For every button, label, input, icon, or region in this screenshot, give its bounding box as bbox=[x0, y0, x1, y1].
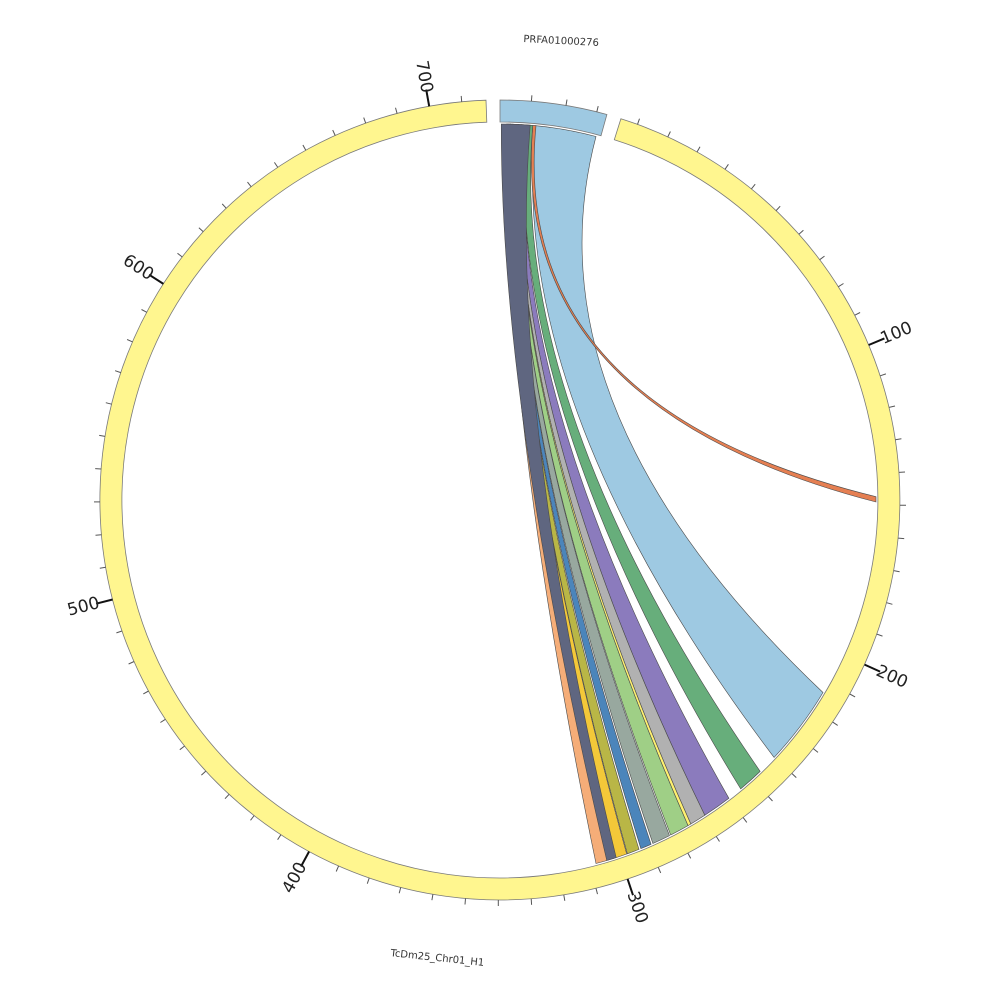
minor-tick bbox=[854, 312, 861, 316]
minor-tick bbox=[302, 144, 307, 151]
minor-tick bbox=[819, 255, 825, 261]
minor-tick bbox=[530, 95, 533, 102]
minor-tick bbox=[277, 834, 282, 840]
major-tick bbox=[868, 337, 885, 346]
minor-tick bbox=[563, 894, 566, 901]
minor-tick bbox=[247, 181, 252, 188]
minor-tick bbox=[657, 867, 662, 874]
minor-tick bbox=[832, 721, 838, 726]
major-tick bbox=[425, 89, 431, 107]
minor-tick bbox=[99, 566, 106, 569]
minor-tick bbox=[880, 373, 887, 377]
sequence-arc-tcdm bbox=[99, 99, 901, 901]
tick-label: 600 bbox=[119, 251, 157, 285]
minor-tick bbox=[198, 227, 204, 233]
minor-tick bbox=[460, 95, 463, 102]
minor-tick bbox=[366, 877, 370, 884]
minor-tick bbox=[114, 370, 121, 374]
minor-tick bbox=[895, 438, 902, 441]
minor-tick bbox=[893, 570, 900, 573]
link-ribbon bbox=[523, 124, 761, 790]
minor-tick bbox=[696, 146, 701, 153]
minor-tick bbox=[332, 129, 336, 136]
minor-tick bbox=[791, 773, 797, 778]
minor-tick bbox=[179, 745, 185, 751]
tick-label: 700 bbox=[411, 59, 436, 94]
minor-tick bbox=[273, 162, 279, 168]
tick-label: 500 bbox=[65, 593, 101, 620]
minor-tick bbox=[224, 793, 230, 800]
minor-tick bbox=[177, 252, 183, 258]
minor-tick bbox=[888, 405, 896, 408]
minor-tick bbox=[667, 131, 671, 138]
minor-tick bbox=[768, 796, 773, 802]
minor-tick bbox=[221, 203, 227, 209]
major-tick bbox=[95, 598, 113, 605]
tick-label: 100 bbox=[878, 318, 916, 349]
minor-tick bbox=[99, 434, 106, 437]
minor-tick bbox=[886, 602, 893, 605]
major-tick bbox=[148, 273, 164, 285]
link-ribbon bbox=[532, 125, 824, 758]
link-ribbon bbox=[500, 123, 617, 861]
minor-tick bbox=[431, 894, 434, 901]
minor-tick bbox=[250, 815, 255, 821]
minor-tick bbox=[849, 693, 856, 698]
minor-tick bbox=[464, 898, 466, 905]
minor-tick bbox=[876, 633, 883, 637]
minor-tick bbox=[595, 888, 598, 895]
minor-tick bbox=[95, 534, 102, 536]
minor-tick bbox=[812, 748, 819, 753]
minor-tick bbox=[596, 105, 599, 113]
major-tick bbox=[300, 851, 310, 867]
minor-tick bbox=[105, 402, 112, 405]
minor-tick bbox=[335, 865, 340, 872]
minor-tick bbox=[126, 339, 133, 343]
minor-tick bbox=[838, 283, 844, 288]
minor-tick bbox=[742, 817, 748, 823]
minor-tick bbox=[363, 117, 367, 124]
major-tick bbox=[864, 663, 881, 673]
minor-tick bbox=[898, 537, 905, 540]
minor-tick bbox=[637, 118, 640, 125]
sequence-label-prfa: PRFA01000276 bbox=[523, 34, 599, 49]
minor-tick bbox=[116, 630, 123, 634]
links-layer bbox=[500, 123, 877, 864]
major-tick bbox=[626, 878, 634, 896]
ticks-layer: 100 200 300 400 500 600 700 bbox=[65, 59, 915, 926]
minor-tick bbox=[775, 205, 781, 211]
minor-tick bbox=[201, 770, 207, 776]
sequence-label-tcdm: TcDm25_Chr01_H1 bbox=[389, 948, 485, 969]
minor-tick bbox=[687, 852, 692, 859]
minor-tick bbox=[751, 183, 756, 190]
tick-label: 300 bbox=[623, 889, 652, 926]
minor-tick bbox=[143, 690, 149, 695]
ring-layer bbox=[99, 99, 901, 901]
minor-tick bbox=[798, 229, 804, 235]
minor-tick bbox=[398, 887, 402, 894]
minor-tick bbox=[160, 718, 166, 723]
minor-tick bbox=[565, 99, 568, 106]
sequence-arc-prfa bbox=[499, 99, 608, 137]
minor-tick bbox=[724, 164, 729, 170]
minor-tick bbox=[141, 309, 148, 313]
link-ribbon bbox=[531, 125, 877, 503]
tick-label: 400 bbox=[278, 859, 311, 897]
minor-tick bbox=[128, 661, 135, 665]
tick-label: 200 bbox=[873, 661, 911, 693]
minor-tick bbox=[715, 836, 720, 842]
minor-tick bbox=[395, 107, 398, 114]
